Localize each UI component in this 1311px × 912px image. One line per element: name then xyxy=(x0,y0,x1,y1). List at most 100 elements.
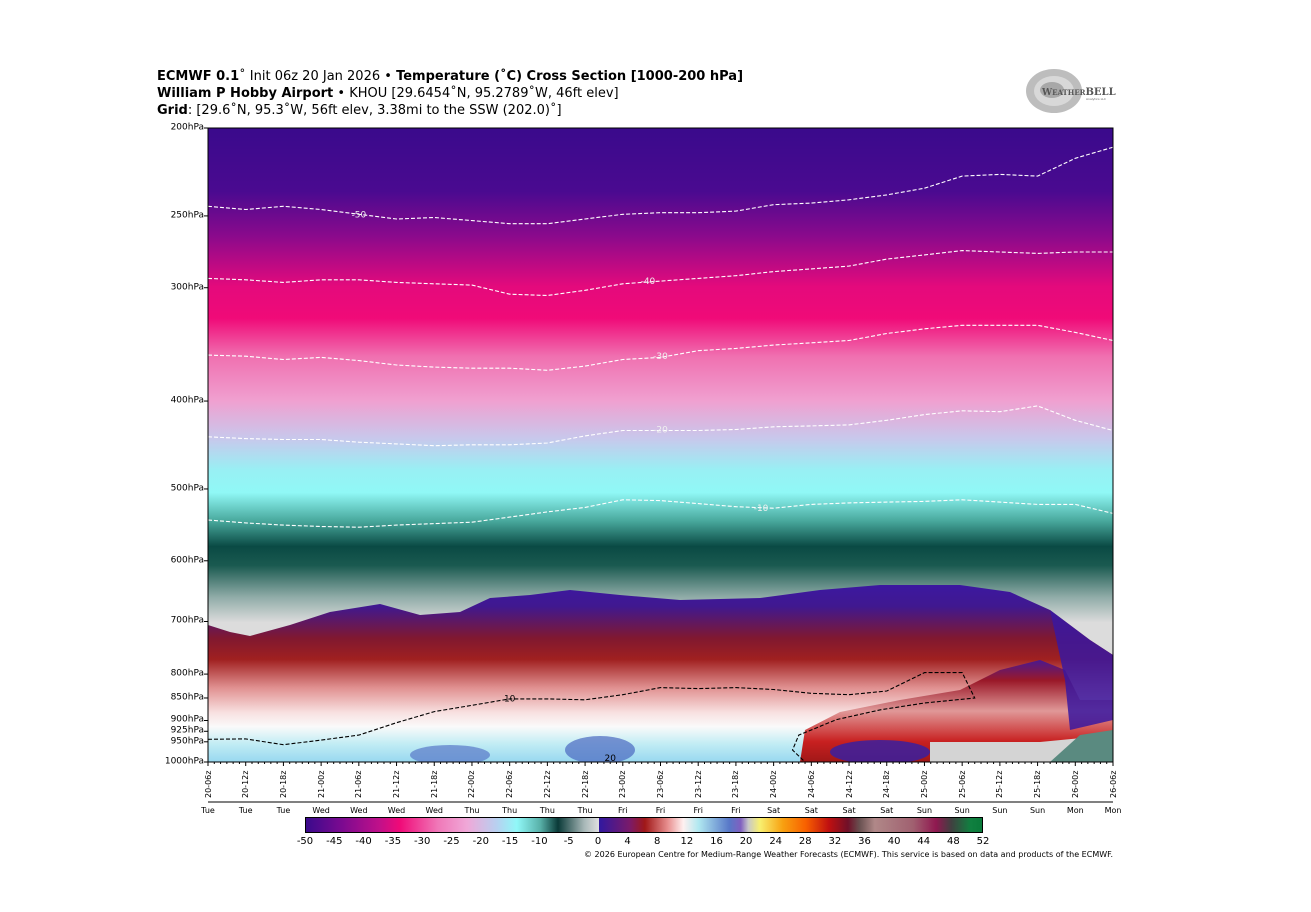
colorbar-positive-segment xyxy=(599,818,982,832)
x-day-label: Sat xyxy=(804,806,818,815)
temperature-field-cool-pocket xyxy=(410,745,490,762)
y-tick-label: 925hPa xyxy=(170,725,204,736)
y-tick-label: 1000hPa xyxy=(164,756,204,767)
x-tick-label: 21-12z xyxy=(392,770,402,798)
x-tick-label: 22-06z xyxy=(505,770,515,798)
colorbar-label: -25 xyxy=(443,836,460,847)
x-tick-label: 22-12z xyxy=(542,770,552,798)
colorbar-label: 8 xyxy=(654,836,661,847)
temperature-field-cool-pocket xyxy=(565,736,635,762)
svg-text:WEATHERBELL: WEATHERBELL xyxy=(1041,87,1116,98)
y-tick-label: 850hPa xyxy=(170,692,204,703)
x-day-label: Tue xyxy=(276,806,291,815)
x-tick-label: 22-18z xyxy=(580,770,590,798)
x-day-label: Fri xyxy=(618,806,628,815)
x-day-label: Sun xyxy=(954,806,970,815)
colorbar-label: 12 xyxy=(680,836,694,847)
x-day-label: Thu xyxy=(577,806,593,815)
y-tick-label: 950hPa xyxy=(170,736,204,747)
colorbar-label: -50 xyxy=(296,836,314,847)
x-tick-label: 21-06z xyxy=(354,770,364,798)
x-tick-label: 23-06z xyxy=(656,770,665,798)
x-tick-label: 20-06z xyxy=(203,770,213,798)
x-day-label: Mon xyxy=(1104,806,1122,815)
temperature-field-cool-pocket xyxy=(830,740,930,762)
x-day-label: Thu xyxy=(539,806,555,815)
x-tick-label: 25-06z xyxy=(957,770,967,798)
colorbar-label: 44 xyxy=(917,836,931,847)
x-tick-label: 21-00z xyxy=(316,770,326,798)
x-day-label: Sun xyxy=(992,806,1008,815)
colorbar-label: -40 xyxy=(355,836,372,847)
x-tick-label: 23-00z xyxy=(618,770,628,798)
contour-line xyxy=(208,499,1113,528)
contour-label: -20 xyxy=(653,426,668,436)
colorbar-label: 4 xyxy=(624,836,631,847)
contour-label: -40 xyxy=(641,277,656,287)
chart-title-line1: ECMWF 0.1˚ Init 06z 20 Jan 2026 • Temper… xyxy=(157,69,744,84)
x-day-label: Sat xyxy=(767,806,781,815)
contour-line xyxy=(208,672,976,762)
y-tick-label: 200hPa xyxy=(170,122,204,133)
colorbar-label: 20 xyxy=(739,836,753,847)
x-tick-label: 26-06z xyxy=(1108,770,1118,798)
colorbar-label: -45 xyxy=(326,836,343,847)
weatherbell-logo: WEATHERBELL Analytics LLC xyxy=(1024,66,1116,118)
y-tick-label: 400hPa xyxy=(170,395,204,406)
colorbar-label: 40 xyxy=(887,836,901,847)
x-tick-label: 25-00z xyxy=(919,770,929,798)
contour-line xyxy=(208,324,1113,371)
colorbar-label: -30 xyxy=(414,836,431,847)
x-tick-label: 24-18z xyxy=(882,770,892,798)
contour-label: -50 xyxy=(351,210,366,220)
x-tick-label: 22-00z xyxy=(467,770,477,798)
x-tick-label: 20-18z xyxy=(278,770,288,798)
x-day-label: Wed xyxy=(350,806,368,815)
contour-label: 10 xyxy=(504,694,516,704)
x-day-label: Thu xyxy=(502,806,518,815)
colorbar xyxy=(305,817,983,833)
y-tick-label: 600hPa xyxy=(170,555,204,566)
colorbar-label: -35 xyxy=(384,836,402,847)
contour-label: -30 xyxy=(653,352,668,362)
x-day-label: Wed xyxy=(387,806,406,815)
y-tick-label: 800hPa xyxy=(170,668,204,679)
svg-text:Analytics LLC: Analytics LLC xyxy=(1086,97,1106,101)
x-day-label: Wed xyxy=(425,806,443,815)
contour-line xyxy=(208,146,1113,225)
colorbar-label: 32 xyxy=(828,836,842,847)
x-day-label: Fri xyxy=(693,806,703,815)
x-tick-label: 24-06z xyxy=(806,770,816,798)
x-day-label: Sat xyxy=(880,806,894,815)
x-day-label: Fri xyxy=(655,806,666,815)
colorbar-label: -20 xyxy=(472,836,489,847)
contour-line xyxy=(208,250,1113,297)
y-tick-label: 500hPa xyxy=(170,483,204,494)
x-tick-label: 25-18z xyxy=(1033,770,1043,798)
x-day-label: Fri xyxy=(731,806,741,815)
colorbar-label: 16 xyxy=(710,836,723,847)
x-day-label: Wed xyxy=(312,806,330,815)
colorbar-label: 48 xyxy=(947,836,960,847)
contour-label: -10 xyxy=(754,504,769,514)
x-day-label: Thu xyxy=(464,806,480,815)
x-tick-label: 24-12z xyxy=(844,770,854,798)
x-day-label: Mon xyxy=(1066,806,1084,815)
contour-label: 20 xyxy=(604,754,616,764)
colorbar-negative-segment xyxy=(306,818,599,832)
temperature-field-teal-surface xyxy=(1050,730,1113,762)
colorbar-label: 52 xyxy=(976,836,990,847)
x-tick-label: 24-00z xyxy=(769,770,779,798)
x-tick-label: 23-12z xyxy=(693,770,703,798)
colorbar-label: 0 xyxy=(594,836,602,847)
x-day-label: Sun xyxy=(1029,806,1046,815)
colorbar-label: 36 xyxy=(858,836,871,847)
x-day-label: Tue xyxy=(201,806,215,815)
temperature-field-warm-core xyxy=(800,660,1113,762)
x-tick-label: 21-18z xyxy=(429,770,439,798)
y-tick-label: 700hPa xyxy=(170,615,204,626)
colorbar-label: -5 xyxy=(563,836,574,847)
x-tick-label: 20-12z xyxy=(241,770,251,798)
colorbar-label: -10 xyxy=(531,836,548,847)
y-tick-label: 250hPa xyxy=(170,210,204,221)
